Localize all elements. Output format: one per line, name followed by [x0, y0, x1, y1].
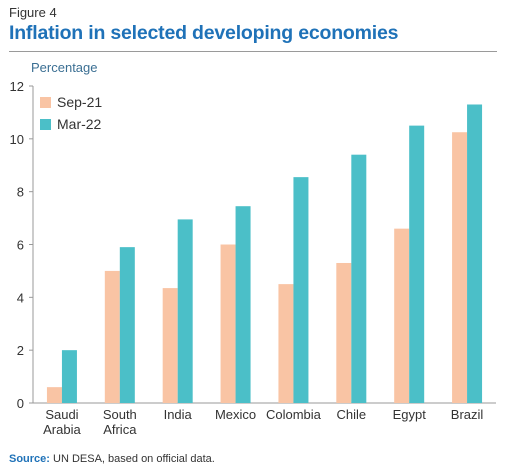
- bar-mar-22: [467, 104, 483, 403]
- y-axis-label: Percentage: [31, 60, 98, 75]
- x-tick-label: Chile: [337, 407, 367, 422]
- bar-mar-22: [235, 206, 251, 403]
- bar-mar-22: [119, 247, 135, 403]
- bar-sep-21: [46, 387, 62, 403]
- chart-title: Inflation in selected developing economi…: [9, 22, 399, 44]
- bar-mar-22: [61, 350, 77, 403]
- source-text: UN DESA, based on official data.: [49, 453, 215, 465]
- bar-sep-21: [452, 132, 468, 403]
- figure-label: Figure 4: [9, 5, 57, 20]
- bar-sep-21: [162, 288, 178, 403]
- bar-mar-22: [177, 219, 193, 403]
- x-tick-label: Egypt: [393, 407, 427, 422]
- y-tick-label: 10: [10, 132, 24, 147]
- y-tick-label: 6: [17, 238, 24, 253]
- x-tick-label: Colombia: [266, 407, 322, 422]
- bar-mar-22: [351, 154, 367, 403]
- y-tick-label: 0: [17, 396, 24, 411]
- source-label: Source:: [9, 453, 50, 465]
- bar-mar-22: [293, 177, 309, 403]
- bar-sep-21: [336, 262, 352, 403]
- x-tick-label: Africa: [103, 422, 137, 437]
- bar-sep-21: [278, 284, 294, 403]
- y-tick-label: 8: [17, 185, 24, 200]
- legend-swatch: [40, 97, 51, 108]
- bar-sep-21: [104, 270, 120, 403]
- x-tick-label: Brazil: [451, 407, 484, 422]
- title-divider: [9, 51, 497, 52]
- source-note: Source: UN DESA, based on official data.: [9, 453, 215, 465]
- x-tick-label: Arabia: [43, 422, 81, 437]
- y-tick-label: 4: [17, 290, 24, 305]
- x-tick-label: Saudi: [45, 407, 78, 422]
- y-tick-label: 2: [17, 343, 24, 358]
- y-tick-label: 12: [10, 79, 24, 94]
- x-tick-label: Mexico: [215, 407, 256, 422]
- legend-swatch: [40, 119, 51, 130]
- legend-label: Mar-22: [57, 116, 102, 132]
- bar-sep-21: [220, 244, 236, 403]
- bar-mar-22: [409, 125, 425, 403]
- bar-sep-21: [394, 228, 410, 403]
- x-tick-label: South: [103, 407, 137, 422]
- legend-label: Sep-21: [57, 94, 102, 110]
- x-tick-label: India: [164, 407, 193, 422]
